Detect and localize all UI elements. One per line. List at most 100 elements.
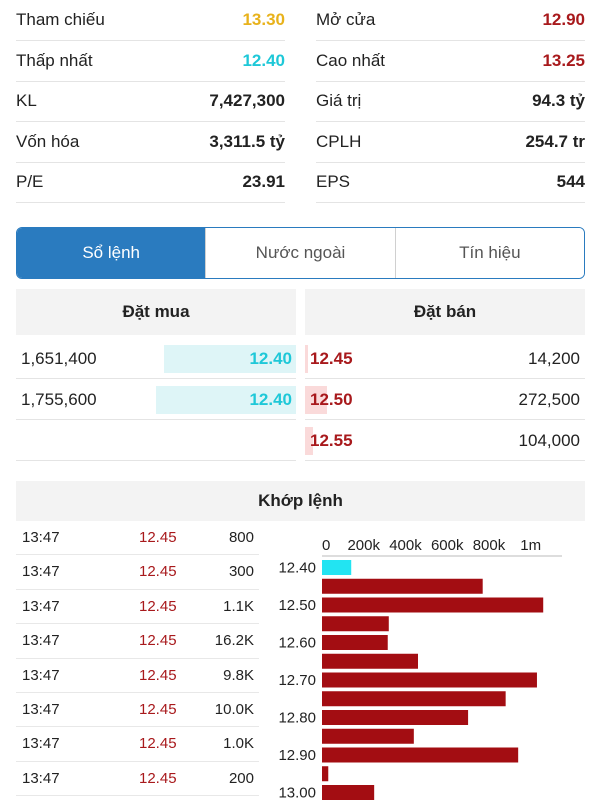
x-tick-label: 1m <box>520 537 541 554</box>
trade-price: 12.45 <box>139 597 177 615</box>
volume-bar <box>322 672 537 688</box>
trade-row: 13:47 12.45 10.0K <box>16 693 259 728</box>
stat-label: EPS <box>316 172 351 192</box>
trade-time: 13:47 <box>22 700 60 718</box>
order-book-row: 1,651,400 12.40 12.45 14,200 <box>16 339 585 379</box>
trade-volume: 200 <box>228 769 254 787</box>
volume-bar <box>322 766 329 782</box>
trade-time: 13:47 <box>22 769 60 787</box>
stat-cell: Giá trị 94.3 tỷ <box>316 81 585 123</box>
tab-foreign[interactable]: Nước ngoài <box>205 228 395 278</box>
y-tick-label: 12.70 <box>278 672 316 689</box>
matched-trades-list: 13:47 12.45 800 13:47 12.45 300 13:47 12… <box>16 521 259 797</box>
trade-price: 12.45 <box>139 735 177 753</box>
y-tick-label: 13.00 <box>278 785 316 800</box>
trade-volume: 300 <box>228 563 254 581</box>
row-divider <box>305 460 585 461</box>
trade-row: 13:47 12.45 800 <box>16 521 259 556</box>
stat-label: Thấp nhất <box>16 50 93 70</box>
trade-time: 13:47 <box>22 529 60 546</box>
stat-row: KL 7,427,300 Giá trị 94.3 tỷ <box>16 81 585 123</box>
buy-volume: 1,651,400 <box>21 349 97 368</box>
stat-value: 7,427,300 <box>209 91 285 111</box>
sell-depth-bar <box>305 345 308 373</box>
stat-value: 23.91 <box>242 172 285 192</box>
stat-value: 254.7 tr <box>525 131 585 151</box>
tab-bar: Sổ lệnh Nước ngoài Tín hiệu <box>16 227 585 279</box>
row-divider <box>16 460 296 461</box>
volume-bar <box>322 691 506 707</box>
stock-stats: Tham chiếu 13.30 Mở cửa 12.90 Thấp nhất … <box>16 0 585 204</box>
stat-label: P/E <box>16 172 44 192</box>
trade-volume: 800 <box>228 529 254 546</box>
volume-bar <box>322 597 544 613</box>
y-tick-label: 12.90 <box>278 747 316 764</box>
volume-by-price-chart: 0 200k 400k 600k 800k 1m 12.40 12.50 12.60 12.70 1… <box>278 537 562 800</box>
row-divider <box>16 378 296 379</box>
trade-volume: 1.1K <box>223 597 254 615</box>
stat-value: 12.90 <box>542 10 585 29</box>
stat-label: Mở cửa <box>316 10 376 29</box>
volume-bar <box>322 653 418 669</box>
x-tick-label: 400k <box>389 537 422 554</box>
trade-price: 12.45 <box>139 769 177 787</box>
y-tick-label: 12.40 <box>278 560 316 577</box>
sell-volume: 14,200 <box>528 349 580 368</box>
stat-cell: Cao nhất 13.25 <box>316 41 585 82</box>
sell-depth-bar <box>305 427 314 455</box>
sell-price: 12.45 <box>310 349 353 368</box>
buy-header: Đặt mua <box>16 289 296 335</box>
trade-time: 13:47 <box>22 735 60 753</box>
trade-time: 13:47 <box>22 597 60 615</box>
stat-cell: CPLH 254.7 tr <box>316 122 585 163</box>
trade-volume: 1.0K <box>223 735 254 753</box>
trade-price: 12.45 <box>139 666 177 684</box>
stat-cell: Vốn hóa 3,311.5 tỷ <box>16 122 285 163</box>
x-tick-label: 0 <box>322 537 330 554</box>
stat-row: Vốn hóa 3,311.5 tỷ CPLH 254.7 tr <box>16 122 585 163</box>
trade-volume: 10.0K <box>214 700 254 718</box>
tab-order-book[interactable]: Sổ lệnh <box>17 228 206 278</box>
stat-label: KL <box>16 91 37 111</box>
trade-row: 13:47 12.45 1.1K <box>16 590 259 625</box>
trade-row: 13:47 12.45 1.0K <box>16 727 259 762</box>
volume-bar <box>322 747 519 763</box>
y-tick-label: 12.60 <box>278 635 316 652</box>
stat-cell: P/E 23.91 <box>16 162 285 204</box>
order-book-row: 1,755,600 12.40 12.50 272,500 <box>16 380 585 420</box>
buy-price: 12.40 <box>249 390 292 409</box>
stat-value: 94.3 tỷ <box>532 91 585 111</box>
trade-price: 12.45 <box>139 563 177 581</box>
trade-row: 13:47 12.45 16.2K <box>16 624 259 659</box>
row-divider <box>16 419 296 420</box>
stat-value: 544 <box>556 172 585 192</box>
y-tick-label: 12.80 <box>278 710 316 727</box>
buy-depth-bar <box>164 345 296 373</box>
trade-row: 13:47 12.45 200 <box>16 762 259 797</box>
trade-price: 12.45 <box>139 529 177 546</box>
x-tick-label: 600k <box>431 537 464 554</box>
order-book-row: 12.55 104,000 <box>16 421 585 461</box>
volume-bar <box>322 560 352 575</box>
trade-time: 13:47 <box>22 563 60 581</box>
buy-price: 12.40 <box>249 349 292 368</box>
stat-label: Giá trị <box>316 91 362 111</box>
matched-header: Khớp lệnh <box>16 481 585 521</box>
y-tick-label: 12.50 <box>278 597 316 614</box>
trade-volume: 9.8K <box>223 666 254 684</box>
sell-volume: 272,500 <box>518 390 580 409</box>
volume-bar <box>322 785 375 800</box>
tab-signals[interactable]: Tín hiệu <box>394 228 584 278</box>
row-divider <box>305 378 585 379</box>
stat-cell: Mở cửa 12.90 <box>316 0 585 41</box>
stat-row: P/E 23.91 EPS 544 <box>16 162 585 204</box>
stat-value: 3,311.5 tỷ <box>209 131 285 151</box>
trade-row: 13:47 12.45 300 <box>16 555 259 590</box>
volume-bar <box>322 728 414 744</box>
trade-price: 12.45 <box>139 632 177 650</box>
volume-bar <box>322 710 469 725</box>
sell-price: 12.55 <box>310 431 353 450</box>
trade-time: 13:47 <box>22 632 60 650</box>
stat-cell: Tham chiếu 13.30 <box>16 0 285 41</box>
x-tick-label: 800k <box>473 537 506 554</box>
